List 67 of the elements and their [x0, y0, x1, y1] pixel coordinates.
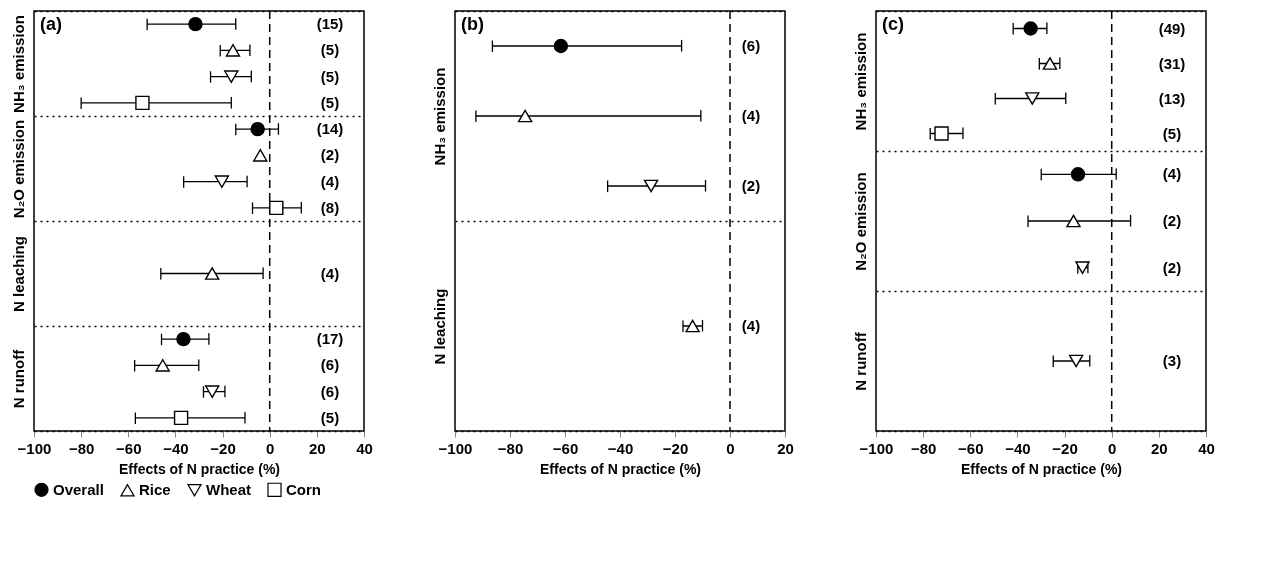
annotation: (2) [320, 146, 340, 164]
annotation: (6) [741, 37, 761, 54]
x-tick-label: 0 [266, 439, 275, 457]
annotation: (4) [741, 317, 761, 334]
y-tick-label: NH₃ emission [9, 15, 27, 113]
x-tick-label: −40 [1005, 439, 1031, 457]
annotation: (5) [1162, 124, 1182, 142]
x-tick-label: −80 [910, 439, 937, 457]
annotation: (49) [1158, 19, 1186, 37]
x-tick-label: 0 [726, 439, 735, 457]
x-tick-label: −100 [438, 439, 473, 457]
annotation: (2) [1162, 212, 1182, 229]
chart-title: (b) [461, 14, 484, 34]
legend-label: Rice [139, 481, 171, 499]
annotation: (3) [1162, 352, 1182, 369]
x-tick-label: −60 [552, 439, 579, 457]
x-axis-title: Effects of N practice (%) [118, 460, 281, 477]
x-tick-label: 20 [309, 439, 326, 457]
x-tick-label: 20 [1151, 439, 1168, 457]
y-tick-label: N runoff [851, 331, 869, 391]
annotation: (5) [320, 408, 340, 426]
annotation: (6) [320, 382, 340, 400]
y-tick-label: N leaching [430, 288, 448, 365]
x-tick-label: 40 [356, 439, 373, 457]
x-tick-label: 20 [777, 439, 794, 457]
x-axis-title: Effects of N practice (%) [539, 460, 702, 477]
y-tick-label: N runoff [9, 348, 27, 409]
x-tick-label: −80 [68, 439, 95, 457]
x-tick-label: −80 [497, 439, 524, 457]
legend-label: Corn [286, 480, 321, 498]
x-tick-label: 40 [1198, 439, 1215, 457]
x-tick-label: −20 [1052, 439, 1078, 457]
x-tick-label: −100 [859, 439, 894, 457]
x-tick-label: −60 [958, 439, 984, 457]
x-tick-label: 0 [1108, 439, 1117, 457]
y-tick-label: N leaching [9, 236, 27, 312]
annotation: (6) [320, 356, 340, 374]
annotation: (4) [741, 107, 761, 124]
annotation: (14) [316, 120, 344, 138]
y-tick-label: N₂O emission [851, 172, 869, 271]
annotation: (4) [320, 172, 340, 190]
y-tick-label: NH₃ emission [851, 32, 869, 131]
annotation: (31) [1158, 54, 1186, 72]
annotation: (15) [316, 15, 344, 33]
chart-title: (c) [882, 14, 904, 34]
x-tick-label: −20 [210, 439, 236, 457]
x-tick-label: −60 [116, 439, 142, 457]
annotation: (2) [1162, 258, 1182, 276]
annotation: (4) [1162, 165, 1182, 183]
annotation: (17) [316, 330, 344, 348]
annotation: (5) [320, 67, 340, 85]
annotation: (5) [320, 41, 340, 59]
x-axis-title: Effects of N practice (%) [960, 460, 1123, 477]
x-tick-label: −100 [17, 439, 52, 457]
y-tick-label: N₂O emission [9, 119, 27, 219]
annotation: (5) [320, 93, 340, 111]
annotation: (13) [1158, 89, 1186, 107]
x-tick-label: −40 [163, 439, 189, 457]
x-tick-label: −20 [662, 439, 689, 457]
chart-title: (a) [40, 14, 62, 34]
annotation: (2) [741, 177, 761, 194]
x-tick-label: −40 [607, 439, 634, 457]
annotation: (8) [320, 198, 340, 216]
legend-label: Wheat [206, 481, 251, 499]
y-tick-label: NH₃ emission [430, 67, 448, 166]
annotation: (4) [320, 264, 340, 282]
legend-label: Overall [53, 480, 104, 498]
